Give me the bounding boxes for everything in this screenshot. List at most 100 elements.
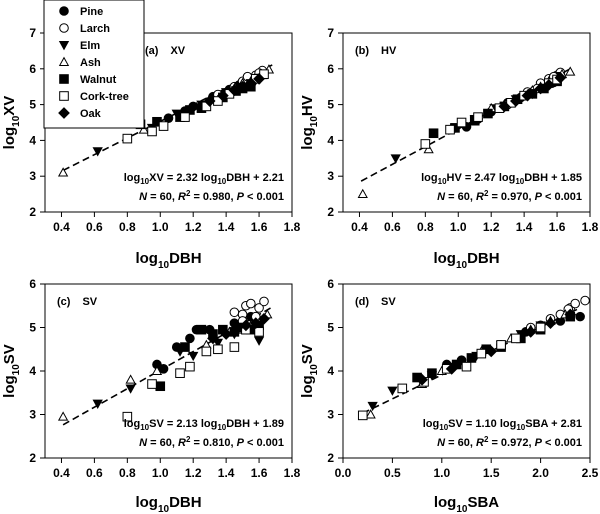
data-point-elm	[387, 386, 398, 396]
stat-r2-symbol: R	[476, 191, 484, 203]
x-tick-label: 0.0	[335, 466, 352, 480]
data-point-pine	[163, 113, 174, 124]
stat-n-symbol: N	[139, 191, 148, 203]
fit-statistics: N = 60, R2 = 0.972, P < 0.001	[437, 435, 582, 449]
x-tick-label: 1.8	[284, 220, 301, 234]
x-tick-label: 1.2	[483, 220, 500, 234]
data-point-walnut	[428, 128, 439, 139]
x-tick-label: 1.6	[549, 220, 566, 234]
data-point-oak	[203, 95, 216, 107]
x-tick-label: 0.8	[417, 220, 434, 234]
stat-p-value: < 0.001	[542, 191, 582, 203]
y-tick-label: 6	[327, 62, 334, 76]
data-point-oak	[554, 71, 567, 84]
x-axis-label-var: SBA	[467, 494, 499, 511]
x-tick-label: 0.5	[384, 466, 401, 480]
data-point-oak	[564, 308, 577, 321]
data-point-cork-tree	[122, 411, 133, 422]
data-point-cork-tree	[456, 117, 467, 128]
data-point-oak	[510, 95, 522, 107]
stat-n-symbol: N	[437, 191, 446, 203]
x-tick-label: 0.8	[119, 220, 136, 234]
stat-r2-symbol: R	[476, 437, 484, 449]
y-axis-label-log: log	[299, 375, 316, 398]
y-axis-label-base: 10	[11, 364, 22, 376]
data-point-oak	[445, 362, 458, 375]
data-point-walnut	[427, 368, 437, 378]
panel-c: 0.4 0.6 0.8 1.0 1.2 1.4 1.6 1.823456log10DBHlog…	[1, 277, 301, 514]
data-point-oak	[240, 319, 252, 332]
data-point-oak	[521, 89, 534, 102]
eq-base: 10	[217, 177, 226, 186]
regression-equation: log10SV = 2.13 log10DBH + 1.89	[124, 418, 284, 432]
y-tick-label: 7	[327, 26, 334, 40]
y-axis-label-base: 10	[309, 364, 320, 376]
data-point-ash	[138, 124, 149, 134]
data-point-oak	[253, 72, 265, 85]
data-point-walnut	[155, 381, 166, 392]
data-point-walnut	[466, 353, 477, 363]
y-axis-label-base: 10	[309, 116, 320, 128]
data-point-oak	[498, 100, 511, 113]
stat-n-value: = 60,	[445, 191, 476, 203]
data-point-walnut	[196, 324, 207, 335]
data-point-cork-tree	[445, 124, 455, 135]
stat-p-symbol: P	[237, 191, 245, 203]
y-tick-label: 6	[29, 62, 36, 76]
data-point-ash	[57, 411, 69, 421]
plot-frame	[342, 32, 591, 213]
data-point-cork-tree	[420, 139, 431, 149]
x-tick-label: 1.0	[433, 466, 450, 480]
x-tick-label: 0.4	[351, 220, 368, 234]
regression-equation: log10XV = 2.32 log10DBH + 2.21	[124, 172, 284, 186]
legend-item-oak: Oak	[58, 107, 102, 120]
y-axis-label-var: XV	[1, 96, 18, 116]
x-tick-label: 2.0	[532, 466, 549, 480]
data-point-cork-tree	[147, 126, 157, 137]
y-tick-label: 3	[29, 408, 36, 422]
legend-label: Ash	[80, 57, 101, 69]
y-tick-label: 3	[29, 169, 36, 183]
data-point-oak	[216, 89, 229, 102]
legend-marker-walnut	[59, 74, 69, 84]
data-point-ash	[125, 374, 136, 384]
x-axis-label-base: 10	[158, 504, 170, 514]
data-point-larch	[254, 303, 264, 313]
x-tick-label: 0.6	[86, 466, 103, 480]
y-axis-label-var: SV	[1, 344, 18, 364]
x-axis-label-base: 10	[456, 260, 468, 271]
legend-label: Elm	[80, 40, 100, 52]
stat-p-symbol: P	[535, 191, 543, 203]
data-point-elm	[253, 336, 265, 346]
data-point-oak	[244, 77, 257, 89]
x-tick-label: 1.6	[251, 220, 268, 234]
x-axis-label-var: DBH	[169, 494, 202, 511]
x-axis-label-log: log	[433, 250, 456, 267]
stat-n-value: = 60,	[147, 191, 178, 203]
panel-letter: (d)	[355, 296, 369, 308]
data-point-pine	[158, 364, 169, 374]
regression-equation: log10SV = 1.10 log10SBA + 2.81	[423, 418, 582, 432]
y-tick-label: 6	[327, 277, 334, 291]
legend-marker-oak	[58, 107, 70, 119]
legend-label: Pine	[80, 6, 103, 18]
panel-a: 0.4 0.6 0.8 1.0 1.2 1.4 1.6 1.8234567log10DBHlo…	[1, 26, 301, 271]
data-point-oak	[542, 79, 555, 91]
x-tick-label: 1.0	[152, 466, 169, 480]
series-oak	[498, 71, 567, 113]
data-point-larch	[246, 298, 256, 309]
data-point-cork-tree	[158, 121, 169, 131]
series-oak	[203, 72, 265, 107]
series-larch	[229, 296, 269, 326]
x-axis-label: log10DBH	[135, 250, 201, 271]
x-axis-label-var: DBH	[467, 250, 500, 267]
eq-base: 10	[516, 423, 525, 432]
legend-marker-larch	[59, 23, 69, 33]
data-point-elm	[92, 147, 103, 157]
x-tick-label: 1.5	[483, 466, 500, 480]
stat-r2-value: = 0.980,	[190, 191, 236, 203]
x-tick-label: 1.8	[582, 220, 599, 234]
y-axis-label-log: log	[1, 375, 18, 398]
x-axis-label-var: DBH	[169, 250, 202, 267]
